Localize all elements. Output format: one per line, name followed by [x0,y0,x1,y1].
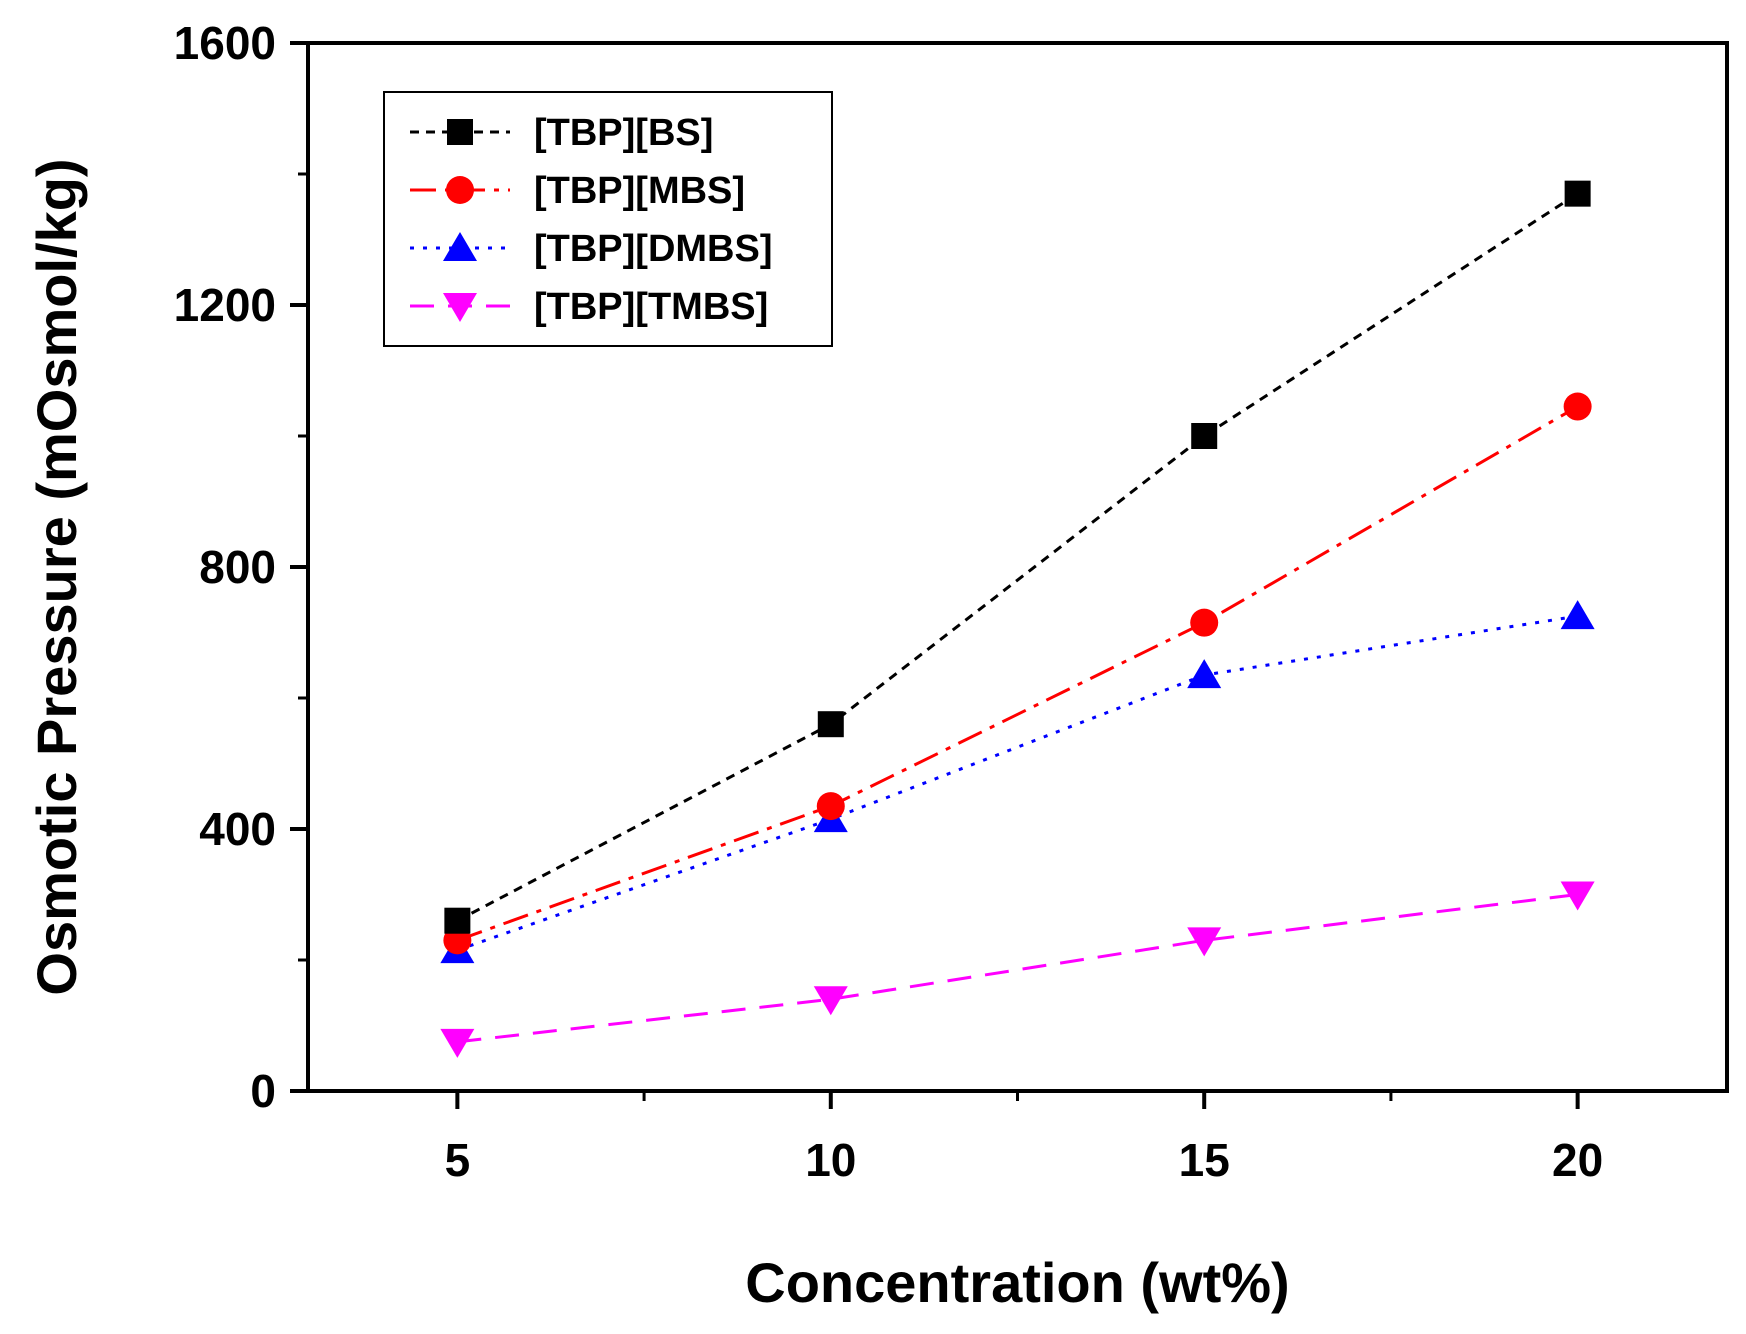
data-point [1560,881,1595,911]
y-tick-label: 400 [199,803,276,855]
data-point [817,711,844,738]
legend: [TBP][BS] [TBP][MBS] [TBP][DMBS] [TBP][TMBS… [383,91,833,347]
x-tick-label: 15 [1179,1134,1230,1186]
y-tick-label: 1200 [174,279,276,331]
legend-marker [447,119,473,145]
ticks-layer: 5 10 15 20 0 400 800 1200 1600 [174,17,1604,1186]
legend-marker [446,176,474,204]
legend-label: [TBP][MBS] [534,170,745,212]
y-tick-label: 800 [199,541,276,593]
x-axis-title: Concentration (wt%) [745,1251,1289,1314]
series-line [456,614,1578,952]
data-point [1191,423,1218,449]
x-tick-label: 10 [805,1134,856,1186]
series-line [457,893,1578,1044]
plot-layer [440,180,1595,1058]
data-point [440,1028,475,1058]
x-tick-label: 5 [445,1134,471,1186]
series-line [456,192,1579,923]
data-point [816,792,845,821]
legend-label: [TBP][BS] [534,112,713,154]
data-point [1190,608,1219,637]
series-line [456,405,1579,942]
legend-marker [443,293,477,322]
y-axis-title: Osmotic Pressure (mOsmol/kg) [25,158,88,995]
legend-label: [TBP][TMBS] [534,286,768,328]
x-tick-label: 20 [1552,1134,1603,1186]
legend-label: [TBP][DMBS] [534,228,773,270]
y-tick-label: 0 [250,1065,276,1117]
data-point [813,986,848,1016]
data-point [1563,392,1592,421]
data-point [1187,927,1222,957]
data-point [1187,659,1222,689]
data-point [1560,600,1595,630]
data-point [1564,180,1591,207]
legend-marker [443,232,477,261]
data-point [444,907,471,934]
y-tick-label: 1600 [174,17,276,69]
